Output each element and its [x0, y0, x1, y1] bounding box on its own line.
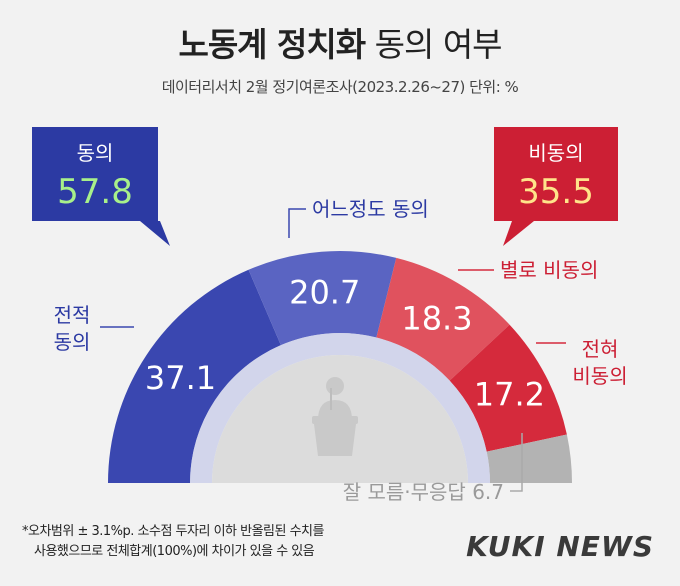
agree-callout-pointer — [140, 221, 170, 246]
agree-callout: 동의 57.8 — [32, 127, 170, 246]
slice-전혀-비동의 — [449, 324, 567, 452]
page-title: 노동계 정치화 동의 여부 — [0, 18, 680, 66]
kuki-news-logo: KUKI NEWS — [466, 530, 654, 563]
callout-unknown: 잘 모름·무응답 6.7 — [343, 480, 504, 504]
disagree-callout-label: 비동의 — [528, 141, 583, 165]
value-label-어느정도-동의: 20.7 — [289, 274, 360, 312]
inner-band — [190, 333, 490, 483]
title-light: 동의 여부 — [374, 25, 503, 64]
leader-somewhat-disagree: 별로 비동의 — [458, 258, 598, 282]
subtitle: 데이터리서치 2월 정기여론조사(2023.2.26~27) 단위: % — [161, 78, 519, 96]
value-label-별로-비동의: 18.3 — [401, 299, 472, 337]
leader-unknown: 잘 모름·무응답 6.7 — [343, 433, 523, 504]
slice-잘-모름-무응답 — [486, 434, 572, 483]
slice-전적-동의 — [108, 269, 281, 483]
leader-somewhat-agree: 어느정도 동의 — [288, 197, 429, 238]
slices — [108, 251, 572, 483]
callout-strong-agree-line1: 전적 — [54, 303, 91, 327]
value-label-전적-동의: 37.1 — [145, 359, 216, 397]
callout-strong-disagree-line1: 전혀 — [582, 337, 619, 361]
agree-callout-label: 동의 — [77, 141, 114, 165]
leader-strong-disagree: 전혀 비동의 — [536, 337, 628, 388]
disagree-callout: 비동의 35.5 — [494, 127, 618, 246]
agree-callout-value: 57.8 — [57, 172, 133, 212]
slice-어느정도-동의 — [248, 251, 397, 346]
value-labels: 37.1 20.7 18.3 17.2 — [145, 274, 545, 414]
podium-speaker-icon — [312, 377, 358, 456]
slice-별로-비동의 — [376, 257, 510, 381]
callout-strong-agree-line2: 동의 — [54, 330, 91, 354]
disagree-callout-box — [494, 127, 618, 221]
callout-strong-disagree-line2: 비동의 — [572, 364, 627, 388]
agree-callout-box — [32, 127, 158, 221]
footnote-line-2: 사용했으므로 전체합계(100%)에 차이가 있을 수 있음 — [34, 544, 315, 559]
value-label-전혀-비동의: 17.2 — [474, 376, 545, 414]
footnote-line-1: *오차범위 ± 3.1%p. 소수점 두자리 이하 반올림된 수치를 — [22, 524, 324, 539]
leader-strong-agree: 전적 동의 — [54, 303, 134, 354]
disagree-callout-pointer — [503, 221, 534, 246]
callout-somewhat-disagree: 별로 비동의 — [500, 258, 598, 282]
disagree-callout-value: 35.5 — [518, 172, 594, 212]
callout-somewhat-agree: 어느정도 동의 — [312, 197, 429, 221]
title-bold: 노동계 정치화 — [178, 25, 366, 64]
footnote: *오차범위 ± 3.1%p. 소수점 두자리 이하 반올림된 수치를 사용했으므… — [22, 522, 324, 562]
